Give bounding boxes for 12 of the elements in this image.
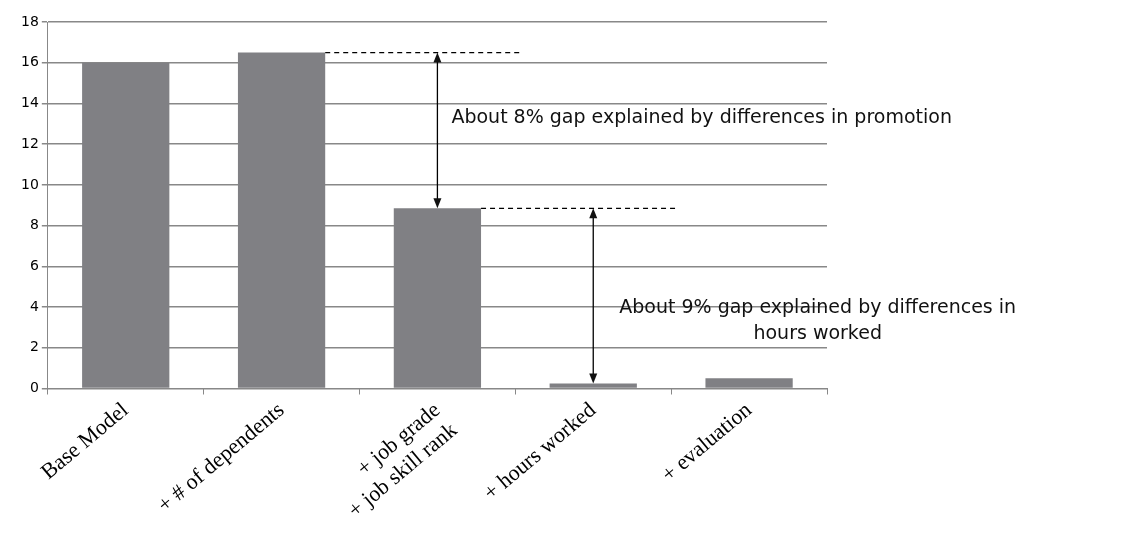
y-tick-label: 18	[20, 12, 39, 29]
y-tick-label: 0	[29, 379, 39, 396]
y-tick-label: 12	[20, 134, 39, 151]
y-tick-label: 14	[20, 94, 39, 111]
y-tick-label: 4	[29, 297, 39, 314]
y-tick-label: 8	[29, 216, 39, 233]
y-tick-label: 16	[20, 53, 39, 70]
annotation: About 8% gap explained by differences in promotion	[451, 105, 952, 128]
y-tick-label: 10	[20, 175, 39, 192]
y-tick-label: 6	[29, 256, 39, 273]
annotation: About 9% gap explained by differences in hours worked	[619, 294, 1017, 343]
y-tick-label: 2	[29, 338, 39, 355]
